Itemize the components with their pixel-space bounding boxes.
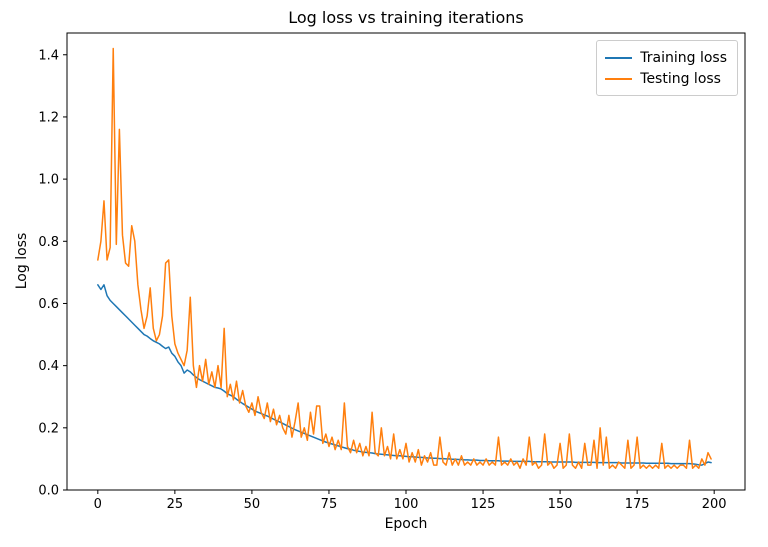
x-tick-label: 200	[702, 497, 727, 512]
x-axis-label: Epoch	[384, 516, 428, 532]
training-loss-line-sample	[605, 56, 633, 59]
testing-loss-line	[97, 47, 712, 469]
x-tick-label: 150	[548, 497, 573, 512]
x-tick-label: 125	[471, 497, 496, 512]
legend: Training loss Testing loss	[596, 40, 738, 96]
y-axis-label: Log loss	[14, 232, 30, 290]
y-tick-label: 0.8	[38, 235, 59, 250]
legend-item-testing: Testing loss	[605, 68, 727, 89]
x-tick-label: 100	[394, 497, 419, 512]
x-tick-label: 175	[625, 497, 650, 512]
x-tick-label: 0	[94, 497, 102, 512]
y-tick-label: 1.0	[38, 173, 59, 188]
x-tick-label: 75	[321, 497, 338, 512]
y-tick-label: 1.2	[38, 110, 59, 125]
y-tick-label: 0.2	[38, 421, 59, 436]
y-tick-label: 0.0	[38, 484, 59, 499]
chart-title: Log loss vs training iterations	[288, 8, 524, 27]
legend-label-testing: Testing loss	[640, 70, 721, 87]
legend-label-training: Training loss	[640, 49, 727, 66]
legend-item-training: Training loss	[605, 47, 727, 68]
testing-loss-line-sample	[605, 77, 633, 80]
x-tick-label: 25	[167, 497, 184, 512]
y-tick-label: 1.4	[38, 48, 59, 63]
y-tick-label: 0.6	[38, 297, 59, 312]
x-tick-label: 50	[244, 497, 261, 512]
y-tick-label: 0.4	[38, 359, 59, 374]
